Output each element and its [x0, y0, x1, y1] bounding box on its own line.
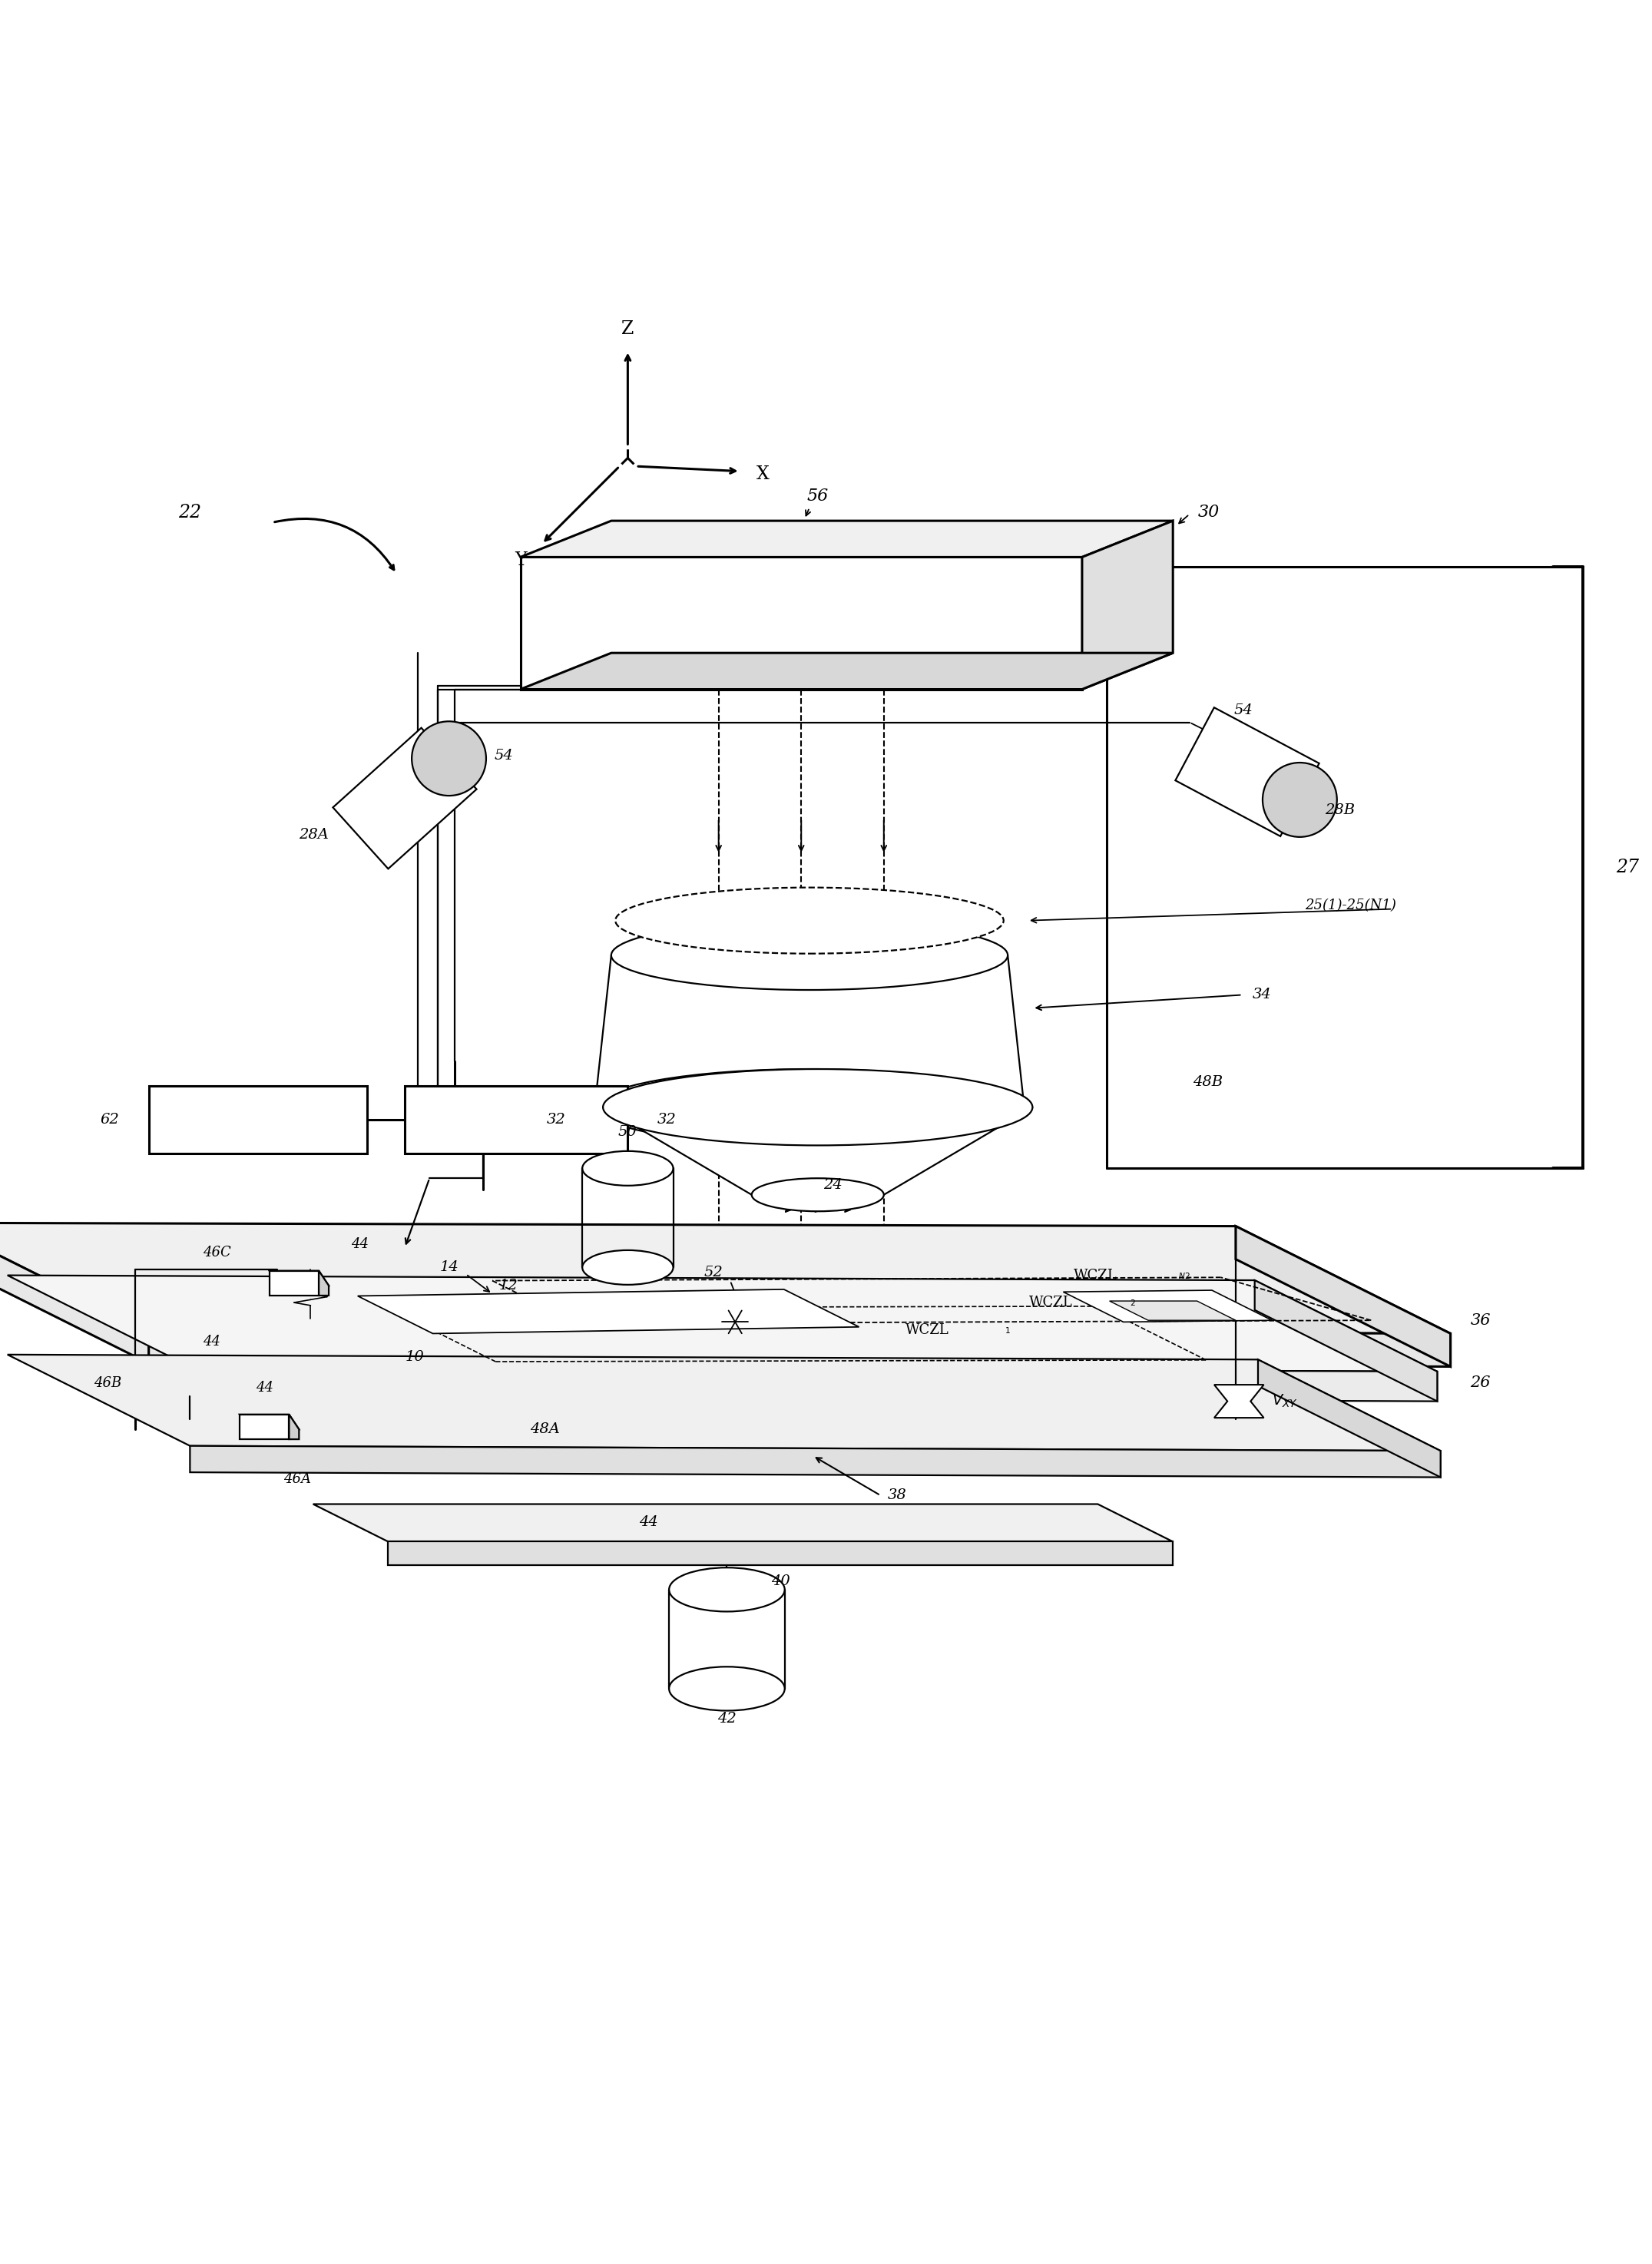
Text: 44: 44	[256, 1381, 273, 1395]
Polygon shape	[0, 1223, 149, 1363]
Polygon shape	[595, 955, 1024, 1107]
Polygon shape	[149, 1087, 367, 1152]
Text: 30: 30	[1198, 505, 1219, 521]
Polygon shape	[520, 557, 1082, 688]
Polygon shape	[1175, 706, 1320, 835]
Polygon shape	[269, 1270, 319, 1295]
Polygon shape	[190, 1367, 1437, 1401]
Ellipse shape	[669, 1567, 785, 1612]
Polygon shape	[149, 1331, 1450, 1367]
Polygon shape	[358, 1288, 859, 1333]
Text: 46B: 46B	[94, 1377, 121, 1390]
Polygon shape	[289, 1415, 299, 1440]
Text: 34: 34	[1252, 987, 1272, 1001]
Ellipse shape	[615, 887, 1004, 953]
Polygon shape	[269, 1270, 329, 1286]
Text: 36: 36	[1470, 1313, 1490, 1327]
Polygon shape	[405, 1087, 628, 1152]
Ellipse shape	[752, 1177, 884, 1211]
Text: 32: 32	[657, 1112, 677, 1127]
Polygon shape	[520, 521, 1173, 557]
Polygon shape	[1236, 1227, 1450, 1367]
Text: 40: 40	[771, 1573, 790, 1589]
Text: 56: 56	[806, 487, 829, 505]
Polygon shape	[8, 1275, 1437, 1372]
Text: 54: 54	[1234, 704, 1254, 718]
Text: 62: 62	[99, 1112, 119, 1127]
Polygon shape	[1082, 521, 1173, 688]
Ellipse shape	[595, 1069, 1024, 1146]
Text: 50: 50	[618, 1125, 638, 1139]
Polygon shape	[334, 727, 476, 869]
Polygon shape	[388, 1542, 1173, 1564]
Polygon shape	[520, 652, 1173, 688]
Text: 48B: 48B	[1193, 1075, 1222, 1089]
Text: $_{2}$: $_{2}$	[1130, 1297, 1137, 1309]
Text: $_{N2}$: $_{N2}$	[1178, 1270, 1189, 1281]
Polygon shape	[319, 1270, 329, 1295]
Text: 28A: 28A	[299, 829, 329, 842]
Text: $_{1}$: $_{1}$	[1004, 1324, 1011, 1336]
Polygon shape	[1256, 1279, 1437, 1401]
Text: 42: 42	[717, 1712, 737, 1725]
Polygon shape	[240, 1415, 289, 1440]
Polygon shape	[1259, 1361, 1441, 1476]
Text: 44: 44	[639, 1515, 657, 1528]
Text: 38: 38	[887, 1487, 907, 1503]
Text: Y: Y	[514, 552, 527, 568]
Polygon shape	[240, 1415, 299, 1429]
Text: Z: Z	[621, 319, 634, 337]
Text: 22: 22	[178, 503, 202, 521]
Text: 52: 52	[704, 1266, 724, 1279]
Text: 32: 32	[547, 1112, 565, 1127]
Text: 44: 44	[203, 1336, 220, 1349]
Text: 10: 10	[405, 1349, 425, 1363]
Text: 46A: 46A	[284, 1472, 311, 1485]
Polygon shape	[1214, 1386, 1264, 1417]
Polygon shape	[1064, 1290, 1272, 1322]
Text: 24: 24	[823, 1177, 843, 1191]
Ellipse shape	[582, 1150, 674, 1186]
Polygon shape	[314, 1503, 1173, 1542]
Text: 12: 12	[499, 1279, 519, 1293]
Text: 28B: 28B	[1325, 804, 1355, 817]
Text: 54: 54	[494, 749, 514, 763]
Ellipse shape	[411, 722, 486, 795]
Polygon shape	[603, 1107, 1032, 1195]
Ellipse shape	[669, 1666, 785, 1712]
Text: 26: 26	[1470, 1377, 1490, 1390]
Ellipse shape	[603, 1069, 1032, 1146]
Text: 46C: 46C	[203, 1245, 231, 1259]
Text: $V_{XY}$: $V_{XY}$	[1272, 1392, 1298, 1410]
Text: WCZL: WCZL	[1029, 1295, 1072, 1309]
Polygon shape	[0, 1223, 1450, 1333]
Ellipse shape	[1262, 763, 1336, 838]
Text: 48A: 48A	[530, 1422, 560, 1435]
Polygon shape	[190, 1447, 1441, 1476]
Text: 44: 44	[352, 1238, 368, 1252]
Polygon shape	[8, 1354, 1441, 1451]
Text: 27: 27	[1616, 858, 1639, 876]
Ellipse shape	[611, 921, 1008, 989]
Text: X: X	[757, 466, 770, 484]
Text: WCZL: WCZL	[905, 1324, 948, 1338]
Ellipse shape	[582, 1250, 674, 1284]
Text: 25(1)-25(N1): 25(1)-25(N1)	[1305, 899, 1396, 912]
Text: 14: 14	[439, 1261, 459, 1275]
Text: WCZL: WCZL	[1074, 1268, 1117, 1284]
Polygon shape	[1110, 1302, 1236, 1320]
